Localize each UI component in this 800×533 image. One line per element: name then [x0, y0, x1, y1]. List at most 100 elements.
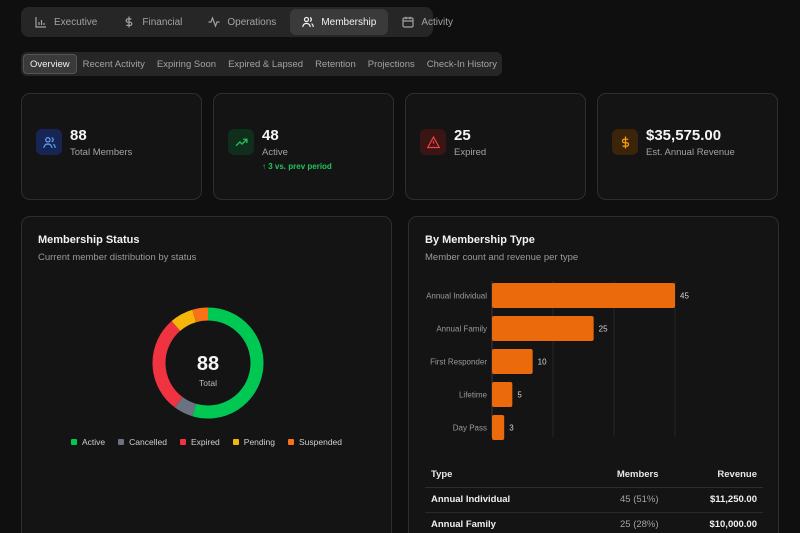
stat-value: 25 — [454, 127, 471, 144]
stat-card-revenue: $35,575.00 Est. Annual Revenue — [597, 93, 778, 200]
type-cell: Annual Individual — [425, 487, 576, 513]
legend-label: Suspended — [298, 437, 342, 447]
stat-card-active: 48 Active ↑ 3 vs. prev period — [213, 93, 394, 200]
stat-value: $35,575.00 — [646, 127, 722, 144]
tab-operations[interactable]: Operations — [196, 9, 288, 35]
sub-nav: Overview Recent Activity Expiring Soon E… — [21, 52, 502, 76]
dollar-icon — [126, 16, 133, 28]
revenue-cell: $11,250.00 — [664, 487, 763, 513]
tab-activity[interactable]: Activity — [390, 9, 465, 35]
stat-value: 48 — [262, 127, 279, 144]
table-row[interactable]: Annual Individual 45 (51%) $11,250.00 — [425, 487, 763, 513]
subtab-check-in-history[interactable]: Check-In History — [426, 58, 497, 70]
stat-label: Total Members — [70, 147, 133, 158]
donut-segment-suspended[interactable] — [192, 307, 209, 323]
panel-subtitle: Current member distribution by status — [38, 252, 197, 263]
dollar-icon — [612, 129, 638, 155]
legend-item-suspended[interactable]: Suspended — [287, 437, 342, 447]
legend-label: Active — [81, 437, 106, 447]
category-label: Annual Individual — [426, 292, 487, 301]
tab-label: Membership — [321, 16, 377, 28]
column-header-revenue: Revenue — [664, 462, 763, 488]
data-label: 25 — [599, 325, 608, 334]
data-label: 3 — [509, 424, 514, 433]
members-cell: 25 (28%) — [575, 512, 665, 533]
data-label: 5 — [517, 391, 522, 400]
bar[interactable] — [492, 415, 505, 440]
bar[interactable] — [492, 349, 533, 374]
legend-swatch — [118, 439, 125, 445]
legend-label: Cancelled — [129, 437, 167, 447]
chart-legend: Active Cancelled Expired Pending Suspended — [22, 437, 391, 447]
donut-segment-expired[interactable] — [152, 321, 183, 408]
column-header-type: Type — [425, 462, 576, 488]
bar-chart: Annual Individual 45 Annual Family 25 First … — [426, 281, 689, 440]
panel-title: Membership Status — [38, 234, 140, 246]
legend-item-cancelled[interactable]: Cancelled — [118, 437, 167, 447]
bar[interactable] — [492, 283, 675, 308]
stat-card-expired: 25 Expired — [405, 93, 586, 200]
legend-item-pending[interactable]: Pending — [232, 437, 275, 447]
legend-label: Pending — [243, 437, 275, 447]
category-label: Lifetime — [459, 391, 488, 400]
tab-executive[interactable]: Executive — [23, 9, 109, 35]
users-icon — [36, 129, 62, 155]
tab-label: Activity — [421, 16, 454, 28]
legend-swatch — [179, 439, 186, 445]
stat-value: 88 — [70, 127, 87, 144]
legend-item-active[interactable]: Active — [70, 437, 106, 447]
activity-pulse-icon — [208, 16, 220, 28]
donut-segment-active[interactable] — [192, 307, 264, 419]
alert-triangle-icon — [420, 129, 446, 155]
category-label: Annual Family — [436, 325, 487, 334]
donut-segment-cancelled[interactable] — [174, 396, 197, 417]
panel-subtitle: Member count and revenue per type — [425, 252, 579, 263]
bar[interactable] — [492, 382, 513, 407]
tab-label: Executive — [54, 16, 98, 28]
membership-status-panel: Membership Status Current member distrib… — [21, 216, 392, 533]
calendar-icon — [402, 16, 414, 28]
tab-label: Financial — [142, 16, 183, 28]
legend-swatch — [232, 439, 239, 445]
tab-financial[interactable]: Financial — [111, 9, 194, 35]
stat-card-total-members: 88 Total Members — [21, 93, 202, 200]
membership-type-panel: By Membership Type Member count and reve… — [408, 216, 779, 533]
trend-text: 3 vs. prev period — [268, 162, 332, 171]
main-nav: Executive Financial Operations Membershi… — [21, 7, 453, 37]
type-cell: Annual Family — [425, 512, 576, 533]
membership-type-table: Type Members Revenue Annual Individual 4… — [425, 462, 763, 533]
legend-item-expired[interactable]: Expired — [179, 437, 220, 447]
trending-up-icon — [228, 129, 254, 155]
users-icon — [302, 16, 315, 28]
data-label: 10 — [538, 358, 547, 367]
table-header-row: Type Members Revenue — [425, 462, 763, 488]
subtab-recent-activity[interactable]: Recent Activity — [82, 58, 145, 70]
subtab-expiring-soon[interactable]: Expiring Soon — [156, 58, 217, 70]
stat-label: Expired — [454, 147, 487, 158]
arrow-up-icon: ↑ — [262, 162, 266, 171]
trend-indicator: ↑ 3 vs. prev period — [262, 162, 332, 171]
column-header-members: Members — [575, 462, 665, 488]
data-label: 45 — [680, 292, 689, 301]
subtab-retention[interactable]: Retention — [315, 58, 356, 70]
legend-swatch — [287, 439, 294, 445]
legend-swatch — [70, 439, 77, 445]
tab-membership[interactable]: Membership — [290, 9, 389, 35]
donut-center-value: 88 — [196, 353, 220, 375]
panel-title: By Membership Type — [425, 234, 535, 246]
stat-label: Active — [262, 147, 288, 158]
bar-chart-icon — [35, 17, 46, 28]
revenue-cell: $10,000.00 — [664, 512, 763, 533]
category-label: Day Pass — [453, 424, 487, 433]
stat-label: Est. Annual Revenue — [646, 147, 735, 158]
donut-segment-pending[interactable] — [171, 309, 197, 332]
tab-label: Operations — [227, 16, 277, 28]
subtab-projections[interactable]: Projections — [367, 58, 415, 70]
legend-label: Expired — [190, 437, 220, 447]
subtab-overview[interactable]: Overview — [23, 54, 77, 74]
members-cell: 45 (51%) — [575, 487, 665, 513]
subtab-expired-lapsed[interactable]: Expired & Lapsed — [228, 58, 304, 70]
table-row[interactable]: Annual Family 25 (28%) $10,000.00 — [425, 512, 763, 533]
bar[interactable] — [492, 316, 594, 341]
donut-chart — [152, 307, 264, 419]
